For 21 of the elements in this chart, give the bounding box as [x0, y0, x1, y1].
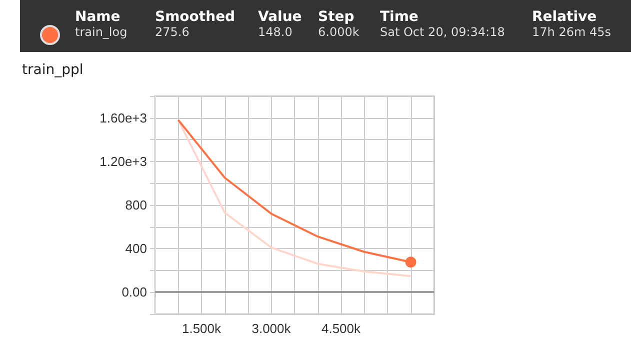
y-tick-label: 400 — [125, 241, 147, 256]
chart-title: train_ppl — [22, 62, 84, 78]
text: Sat Oct 20, 09:34:18 — [380, 25, 505, 39]
text: 275.6 — [155, 25, 190, 39]
y-tick-label: 800 — [125, 198, 147, 212]
text: Value — [258, 9, 302, 25]
x-tick-label: 3.000k — [252, 321, 292, 336]
y-tick-label: 1.20e+3 — [100, 154, 147, 169]
x-tick-label: 1.500k — [182, 321, 222, 336]
text: 6.000k — [318, 25, 360, 39]
text: Step — [318, 9, 354, 25]
y-tick-label: 0.00 — [122, 284, 147, 300]
x-tick-label: 4.500k — [321, 321, 362, 336]
text: 17h 26m 45s — [532, 25, 611, 39]
text: Name — [75, 9, 120, 25]
legend-label: train_log — [75, 25, 128, 39]
text: Relative — [532, 9, 597, 25]
y-tick-label: 1.60e+3 — [100, 110, 147, 126]
text: Smoothed — [155, 9, 236, 25]
text: Time — [380, 9, 418, 25]
text: 148.0 — [258, 25, 292, 39]
